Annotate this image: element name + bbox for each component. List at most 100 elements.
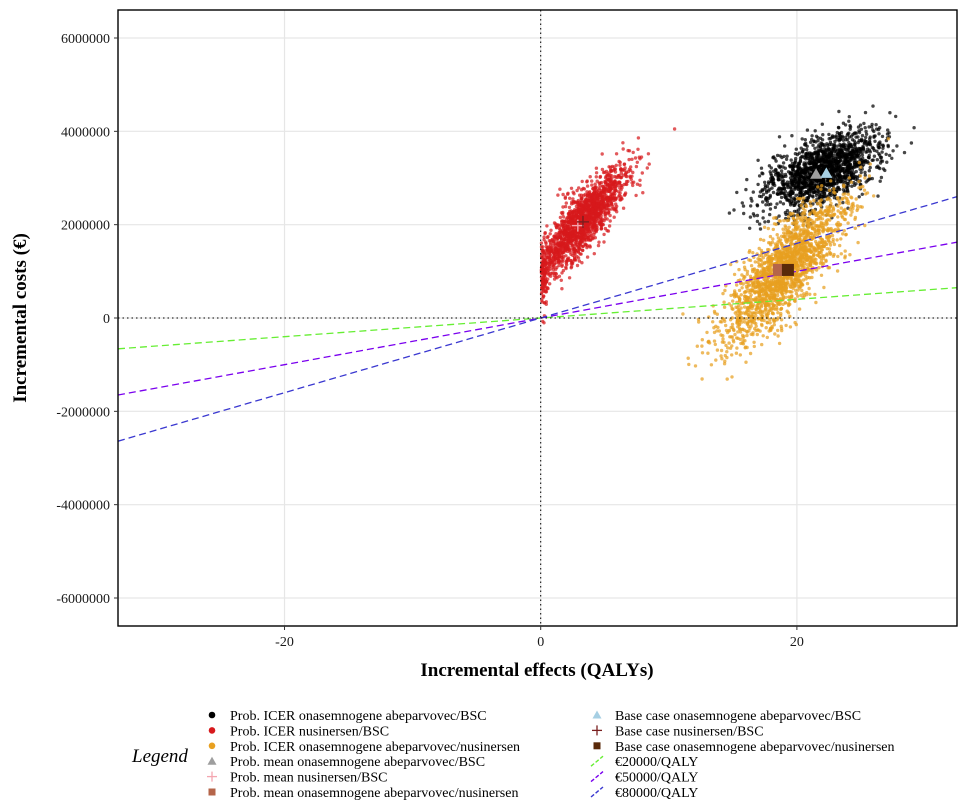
scatter-point [581, 248, 585, 253]
scatter-point [805, 291, 809, 295]
scatter-point [768, 193, 772, 198]
scatter-point [594, 171, 599, 175]
scatter-point [832, 196, 837, 200]
scatter-point [837, 131, 842, 136]
scatter-point [814, 134, 819, 138]
scatter-point [786, 191, 790, 195]
scatter-point [700, 377, 704, 381]
scatter-point [865, 159, 870, 164]
scatter-point [750, 199, 754, 203]
scatter-point [860, 192, 864, 196]
scatter-point [563, 195, 568, 199]
scatter-point [561, 255, 566, 259]
scatter-point [838, 201, 842, 206]
scatter-point [565, 225, 570, 229]
scatter-point [840, 197, 844, 201]
scatter-point [805, 270, 809, 275]
scatter-point [810, 186, 815, 190]
scatter-point [854, 151, 858, 155]
scatter-point [824, 187, 828, 191]
scatter-point [732, 208, 736, 212]
scatter-point [745, 330, 749, 334]
scatter-point [705, 330, 709, 335]
scatter-point [750, 321, 754, 325]
scatter-point [796, 294, 800, 298]
scatter-point [822, 157, 826, 161]
scatter-point [695, 344, 699, 348]
scatter-point [814, 268, 819, 272]
scatter-point [623, 191, 628, 195]
scatter-point [768, 234, 773, 239]
scatter-point [789, 290, 793, 294]
scatter-point [808, 292, 812, 296]
scatter-point [778, 219, 782, 223]
scatter-point [742, 305, 747, 309]
scatter-point [737, 304, 741, 308]
scatter-point [553, 271, 558, 275]
scatter-point [750, 289, 754, 293]
scatter-point [859, 170, 863, 175]
scatter-point [796, 208, 801, 212]
scatter-point [615, 175, 620, 180]
scatter-point [793, 299, 797, 303]
scatter-point [621, 206, 626, 210]
scatter-point [830, 230, 834, 234]
scatter-point [809, 152, 813, 157]
scatter-point [635, 182, 640, 186]
scatter-point [548, 239, 553, 243]
scatter-point [880, 159, 885, 163]
scatter-point [758, 222, 762, 226]
scatter-point [567, 205, 572, 210]
scatter-point [880, 150, 884, 154]
scatter-point [831, 172, 836, 176]
scatter-point [775, 202, 779, 206]
scatter-point [555, 251, 559, 255]
scatter-point [585, 184, 590, 188]
scatter-point [742, 211, 746, 216]
scatter-point [577, 202, 581, 207]
scatter-point [560, 263, 564, 267]
scatter-point [761, 200, 765, 204]
scatter-point [776, 192, 780, 196]
scatter-point [834, 164, 839, 169]
scatter-point [815, 201, 820, 206]
scatter-point [571, 234, 575, 239]
scatter-point [833, 227, 838, 232]
scatter-point [846, 221, 850, 225]
scatter-point [636, 136, 641, 140]
scatter-point [791, 191, 795, 195]
scatter-point [767, 241, 771, 245]
scatter-point [569, 202, 574, 206]
scatter-point [832, 252, 836, 257]
scatter-point [781, 165, 785, 169]
scatter-point [756, 260, 760, 264]
scatter-point [821, 213, 826, 217]
scatter-point [810, 137, 814, 142]
scatter-point [595, 225, 599, 229]
scatter-point [836, 204, 840, 208]
scatter-point [842, 145, 847, 150]
scatter-point [739, 341, 743, 346]
plot-marks [118, 104, 957, 442]
scatter-point [749, 315, 753, 320]
scatter-point [614, 202, 618, 206]
scatter-point [723, 288, 727, 293]
scatter-point [863, 159, 867, 163]
scatter-point [813, 150, 818, 154]
scatter-point [821, 150, 825, 154]
scatter-point [549, 228, 553, 232]
scatter-point [877, 152, 881, 156]
scatter-point [576, 216, 581, 220]
scatter-point [778, 154, 782, 158]
scatter-point [814, 162, 818, 166]
scatter-point [777, 164, 781, 168]
scatter-point [541, 245, 545, 249]
scatter-point [841, 151, 845, 155]
scatter-point [741, 327, 745, 331]
scatter-point [748, 351, 753, 356]
scatter-point [804, 204, 809, 209]
scatter-point [539, 241, 544, 245]
scatter-point [791, 167, 795, 171]
scatter-point [600, 152, 604, 156]
scatter-point [569, 241, 573, 245]
